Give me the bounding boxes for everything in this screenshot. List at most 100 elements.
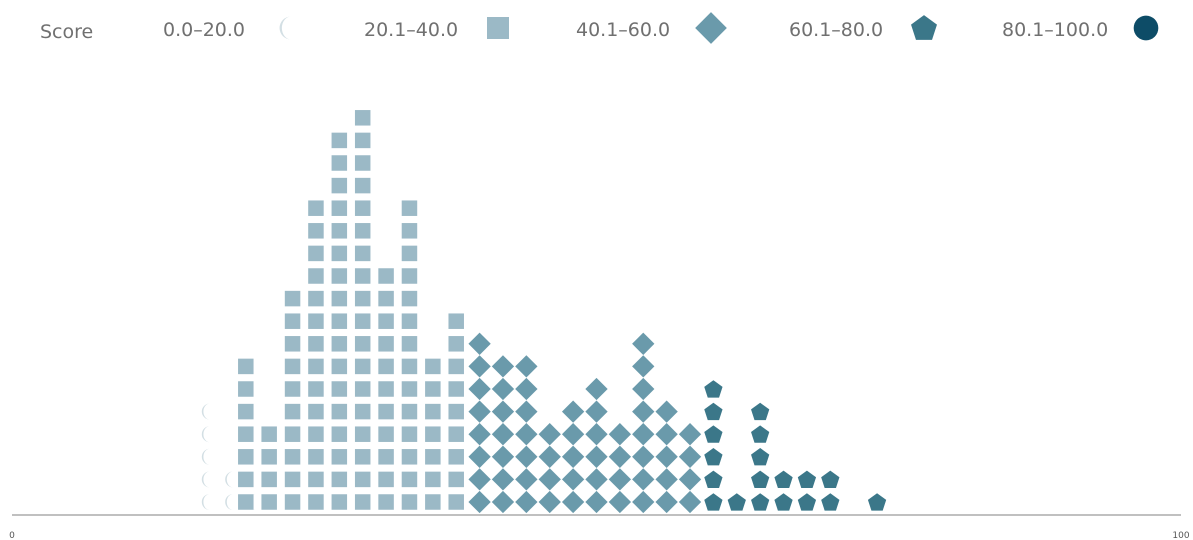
dot-mark (561, 445, 585, 468)
legend-marker-diamond-icon (695, 12, 727, 44)
legend-label-3: 40.1–60.0 (576, 19, 670, 41)
dot-mark (678, 423, 702, 446)
dot-mark (678, 445, 702, 468)
dot-mark (354, 268, 371, 284)
dot-mark (401, 358, 418, 375)
dot-mark (425, 426, 441, 442)
dot-mark (308, 290, 324, 307)
dot-mark (308, 494, 324, 510)
dot-mark (331, 336, 348, 352)
dot-mark (378, 268, 394, 284)
dot-mark (655, 468, 678, 491)
dot-mark (401, 290, 418, 307)
dot-mark (797, 470, 817, 488)
dot-mark (354, 471, 371, 488)
dot-mark (261, 471, 277, 488)
dot-mark (378, 471, 394, 488)
dot-mark (468, 490, 491, 514)
dot-mark (331, 200, 348, 216)
dot-mark (284, 313, 301, 329)
dot-mark (751, 447, 770, 466)
x-tick-label-min: 0 (9, 531, 15, 540)
dot-mark (655, 445, 678, 468)
dot-mark (378, 494, 394, 510)
dot-mark (608, 468, 632, 491)
dot-mark (448, 426, 464, 442)
dot-mark (468, 400, 491, 423)
dot-mark (284, 449, 301, 465)
dot-mark (751, 470, 770, 488)
dot-mark (401, 381, 418, 397)
dot-mark (401, 223, 418, 239)
dot-mark (425, 358, 441, 375)
dot-mark (468, 445, 491, 468)
dot-mark (608, 423, 632, 446)
dot-mark (354, 313, 371, 329)
dot-mark (401, 268, 418, 284)
dot-mark (354, 449, 371, 465)
x-axis: 0 100 (9, 514, 1190, 540)
dot-mark (401, 426, 418, 442)
dot-mark (378, 426, 394, 442)
legend-label-2: 20.1–40.0 (364, 19, 458, 41)
dot-mark (308, 449, 324, 465)
legend-marker-pentagon-icon (911, 15, 937, 40)
dot-mark (468, 332, 491, 355)
dot-mark (308, 358, 324, 375)
dot-mark (378, 358, 394, 375)
dot-mark (468, 377, 491, 401)
dot-mark (448, 336, 464, 352)
dot-mark (491, 423, 515, 446)
dot-mark (491, 445, 515, 468)
dot-mark (331, 245, 348, 262)
dot-mark (354, 245, 371, 262)
dot-mark (448, 494, 464, 510)
dot-mark (655, 490, 678, 514)
dot-mark (704, 380, 723, 398)
dot-mark (585, 445, 608, 468)
dot-mark (331, 290, 348, 307)
dot-mark (538, 490, 561, 514)
dot-mark (608, 490, 632, 514)
dot-mark (331, 177, 348, 194)
dot-marks (201, 110, 887, 514)
dot-mark (468, 468, 491, 491)
dot-mark (308, 336, 324, 352)
dot-mark (632, 445, 655, 468)
dot-mark (774, 493, 793, 511)
dot-mark (354, 223, 371, 239)
dot-mark (655, 423, 678, 446)
dot-mark (401, 449, 418, 465)
dot-mark (401, 471, 418, 488)
dot-mark (354, 132, 371, 149)
dot-mark (425, 494, 441, 510)
dot-mark (354, 290, 371, 307)
dot-mark (284, 358, 301, 375)
dot-mark (538, 423, 561, 446)
dot-mark (491, 490, 515, 514)
dot-mark (201, 426, 210, 443)
dot-mark (704, 402, 723, 421)
dot-mark (425, 449, 441, 465)
dot-mark (515, 490, 538, 514)
dot-mark (468, 355, 491, 378)
dot-mark (308, 403, 324, 420)
dot-mark (331, 268, 348, 284)
dot-mark (491, 400, 515, 423)
dot-mark (308, 268, 324, 284)
dot-mark (354, 155, 371, 171)
dot-mark (774, 470, 793, 488)
dot-mark (655, 400, 678, 423)
legend-label-4: 60.1–80.0 (789, 19, 883, 41)
dot-mark (331, 132, 348, 149)
dot-mark (401, 494, 418, 510)
dot-mark (284, 336, 301, 352)
dot-mark (331, 403, 348, 420)
dot-mark (378, 449, 394, 465)
dot-mark (448, 313, 464, 329)
dot-mark (331, 471, 348, 488)
dot-mark (261, 494, 277, 510)
dot-mark (515, 355, 538, 378)
dot-mark (238, 403, 254, 420)
dot-mark (491, 377, 515, 401)
